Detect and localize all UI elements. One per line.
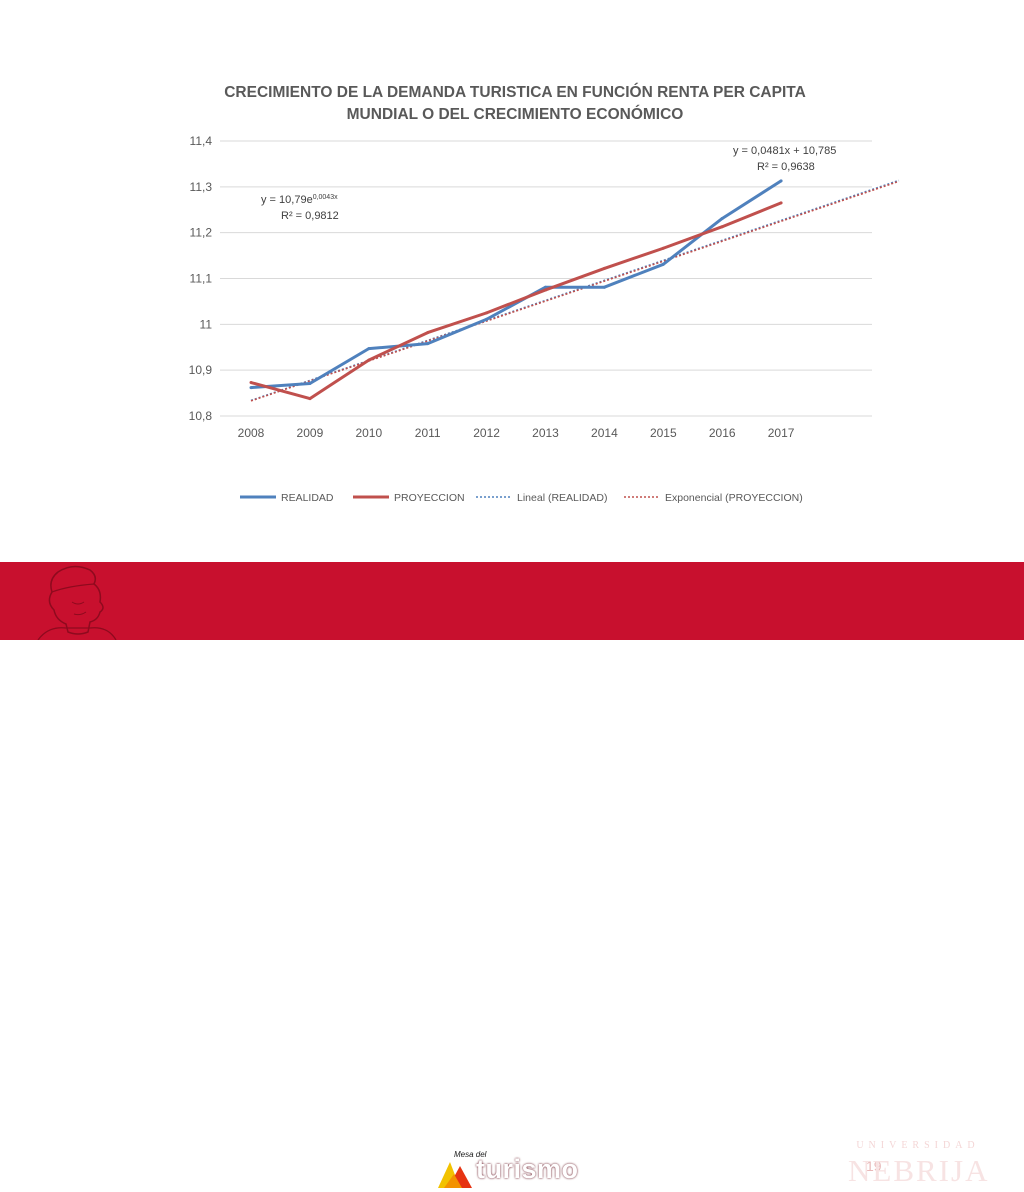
x-tick-label: 2011: [415, 426, 441, 440]
erasmus-portrait-icon: [37, 565, 117, 640]
series-line-proyeccion: [250, 201, 782, 401]
university-label: UNIVERSIDAD: [856, 1140, 980, 1151]
mesa-logo-triangles-icon: [438, 1162, 472, 1188]
y-tick-label: 10,8: [189, 409, 213, 423]
data-point-proyeccion: [367, 358, 371, 362]
data-point-proyeccion: [720, 225, 724, 229]
y-tick-label: 11,2: [190, 226, 213, 240]
data-point-realidad: [779, 179, 783, 183]
data-point-proyeccion: [779, 201, 783, 205]
data-point-realidad: [367, 347, 371, 351]
mesa-logo-big-text: turismo: [476, 1154, 579, 1184]
data-point-proyeccion: [308, 397, 312, 401]
trendline-lineal-realidad: [250, 179, 900, 402]
legend-label: REALIDAD: [281, 492, 334, 504]
university-name: NEBRIJA: [848, 1153, 990, 1188]
y-tick-label: 11,3: [190, 180, 213, 194]
x-tick-label: 2014: [591, 426, 618, 440]
trendline-exponencial-proyeccion: [250, 180, 900, 402]
linear-trend-r2: R² = 0,9638: [757, 161, 815, 173]
data-point-realidad: [308, 381, 312, 385]
y-tick-label: 11,1: [190, 272, 213, 286]
data-point-realidad: [485, 317, 489, 321]
data-point-proyeccion: [249, 381, 253, 385]
data-point-proyeccion: [661, 246, 665, 250]
footer-bar: Mesa del turismo 19 UNIVERSIDAD NEBRIJA: [0, 562, 1024, 1188]
x-tick-label: 2009: [297, 426, 324, 440]
x-tick-label: 2013: [532, 426, 559, 440]
exp-trend-equation: y = 10,79e0,0043x: [261, 194, 338, 206]
data-point-proyeccion: [602, 266, 606, 270]
legend-label: Lineal (REALIDAD): [517, 492, 607, 504]
data-point-realidad: [249, 386, 253, 390]
linear-trend-equation: y = 0,0481x + 10,785: [733, 145, 836, 157]
x-tick-label: 2017: [768, 426, 795, 440]
x-tick-label: 2015: [650, 426, 677, 440]
series-line-realidad: [250, 179, 782, 390]
nebrija-logo: UNIVERSIDAD NEBRIJA: [848, 1140, 988, 1189]
mesa-del-turismo-logo: Mesa del turismo: [436, 1150, 596, 1190]
data-point-realidad: [602, 285, 606, 289]
data-point-realidad: [661, 262, 665, 266]
chart-title-line2: MUNDIAL O DEL CRECIMIENTO ECONÓMICO: [346, 106, 684, 123]
data-point-realidad: [544, 285, 547, 289]
y-tick-label: 11: [200, 317, 213, 331]
x-tick-label: 2008: [238, 426, 265, 440]
data-point-proyeccion: [544, 288, 547, 292]
data-point-proyeccion: [426, 331, 430, 335]
exp-trend-r2: R² = 0,9812: [281, 210, 339, 222]
data-point-realidad: [426, 342, 430, 346]
x-tick-label: 2012: [473, 426, 500, 440]
line-chart: 10,8 10,9 11 11,1 11,2 11,3 11,4 2008 2009 2010 20…: [189, 134, 900, 504]
x-tick-label: 2016: [709, 426, 736, 440]
data-point-proyeccion: [485, 311, 489, 315]
legend-label: PROYECCION: [394, 492, 465, 504]
y-tick-label: 10,9: [189, 363, 213, 377]
data-point-realidad: [720, 216, 724, 220]
x-tick-label: 2010: [355, 426, 382, 440]
legend-label: Exponencial (PROYECCION): [665, 492, 803, 504]
slide: CRECIMIENTO DE LA DEMANDA TURISTICA EN F…: [0, 84, 1024, 1188]
y-tick-label: 11,4: [190, 134, 213, 148]
chart-title-line1: CRECIMIENTO DE LA DEMANDA TURISTICA EN F…: [224, 84, 806, 101]
